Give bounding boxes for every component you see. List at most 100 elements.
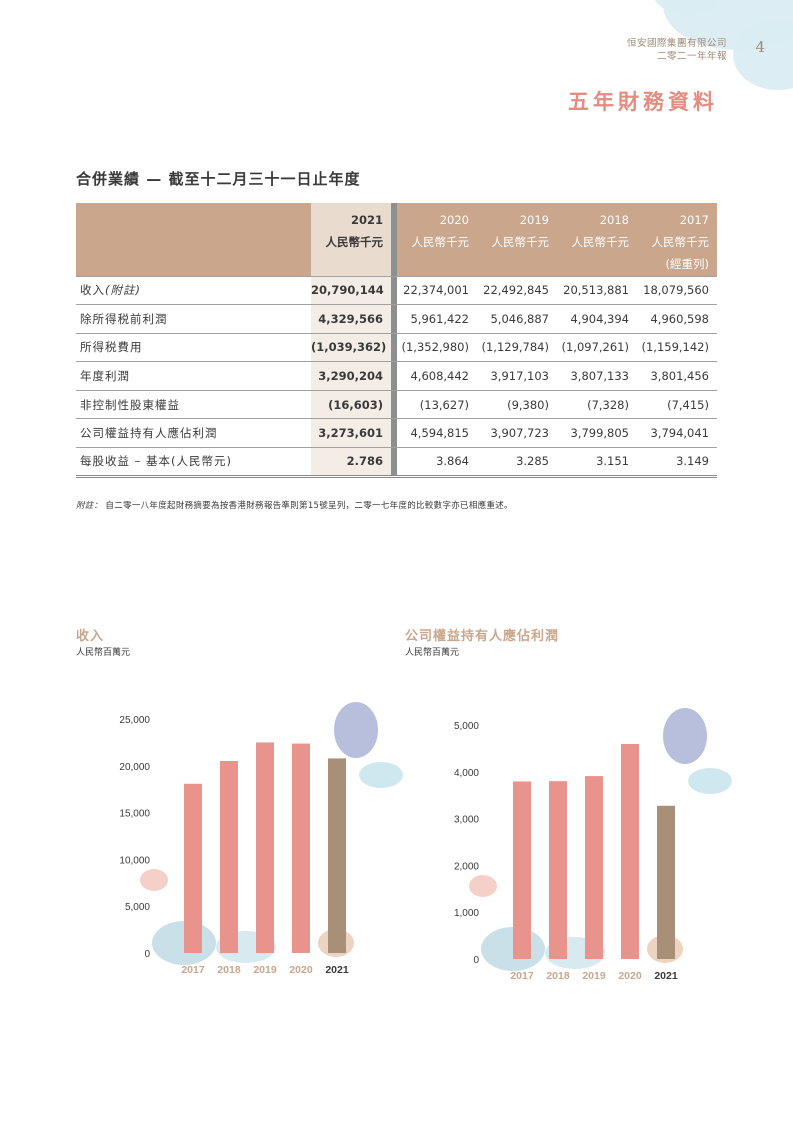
company-name: 恒安國際集團有限公司	[626, 38, 727, 49]
column-divider	[391, 275, 397, 306]
header-label-cell	[76, 203, 311, 276]
row-label: 非控制性股東權益	[76, 390, 311, 420]
column-header: 2017 人民幣千元 (經重列)	[637, 203, 717, 276]
column-unit: 人民幣千元	[651, 235, 710, 249]
row-label: 公司權益持有人應佔利潤	[76, 418, 311, 449]
column-unit: 人民幣千元	[325, 235, 384, 249]
x-tick-label: 2021	[325, 964, 349, 976]
table-cell: 3.864	[397, 447, 477, 478]
y-tick-label: 4,000	[454, 768, 479, 779]
table-cell: (7,328)	[557, 390, 637, 420]
table-cell: 4,594,815	[397, 418, 477, 449]
table-cell: 5,961,422	[397, 304, 477, 334]
table-cell: (1,352,980)	[397, 333, 477, 363]
table-cell: 4,329,566	[311, 304, 391, 334]
x-tick-label: 2021	[654, 970, 678, 982]
row-label: 除所得税前利潤	[76, 304, 311, 334]
report-name: 二零二一年年報	[656, 51, 727, 62]
y-tick-label: 1,000	[454, 908, 479, 919]
profit-chart: 0 1,000 2,000 3,000 4,000 5,000 2017 2018 2019 20…	[454, 708, 732, 982]
y-tick-label: 0	[473, 955, 479, 966]
row-label-note: (附註)	[105, 283, 141, 298]
report-header: 恒安國際集團有限公司 二零二一年年報	[627, 37, 727, 63]
x-tick-label: 2020	[289, 964, 313, 976]
column-divider	[391, 418, 397, 449]
x-tick-label: 2018	[217, 964, 241, 976]
bar-2019	[256, 742, 274, 953]
y-tick-label: 2,000	[454, 861, 479, 872]
bar-2020	[292, 743, 310, 953]
row-label: 所得税費用	[76, 333, 311, 363]
y-tick-label: 3,000	[454, 815, 479, 826]
x-tick-label: 2017	[181, 964, 205, 976]
column-header: 2019 人民幣千元	[477, 203, 557, 276]
column-header: 2020 人民幣千元	[397, 203, 477, 276]
cloud-icon	[140, 869, 168, 891]
row-label-text: 收入	[80, 283, 105, 298]
bar-2021	[657, 805, 675, 959]
row-label-text: 每股收益 – 基本(人民幣元)	[80, 454, 233, 469]
page-number: 4	[755, 38, 765, 56]
table-cell: 3,801,456	[637, 361, 717, 391]
y-tick-label: 20,000	[119, 762, 150, 773]
bar-2018	[220, 760, 238, 953]
row-label-text: 所得税費用	[80, 340, 143, 355]
table-cell: 22,492,845	[477, 275, 557, 306]
column-header: 2021 人民幣千元	[311, 203, 391, 276]
bar-2018	[549, 781, 567, 959]
column-unit: 人民幣千元	[411, 235, 470, 249]
column-divider	[391, 361, 397, 391]
table-cell: 3,917,103	[477, 361, 557, 391]
y-tick-label: 0	[144, 949, 150, 960]
table-cell: 4,960,598	[637, 304, 717, 334]
table-cell: (7,415)	[637, 390, 717, 420]
table-row: 收入(附註) 20,790,144 22,374,001 22,492,845 20,5…	[76, 275, 717, 306]
table-row: 每股收益 – 基本(人民幣元) 2.786 3.864 3.285 3.151 3.149	[76, 447, 717, 478]
table-cell: 3,290,204	[311, 361, 391, 391]
table-cell: (9,380)	[477, 390, 557, 420]
revenue-chart: 0 5,000 10,000 15,000 20,000 25,000 2017 2018 20…	[119, 702, 403, 976]
y-tick-label: 10,000	[119, 855, 150, 866]
column-header: 2018 人民幣千元	[557, 203, 637, 276]
row-label: 收入(附註)	[76, 275, 311, 306]
table-cell: (1,097,261)	[557, 333, 637, 363]
table-cell: 3.149	[637, 447, 717, 478]
row-label: 年度利潤	[76, 361, 311, 391]
financial-table: 2021 人民幣千元 2020 人民幣千元 2019 人民幣千元 2018 人民…	[76, 203, 717, 478]
table-cell: (1,039,362)	[311, 333, 391, 363]
table-cell: 3.151	[557, 447, 637, 478]
column-year: 2021	[350, 213, 383, 227]
bar-2020	[621, 743, 639, 959]
chart-unit: 人民幣百萬元	[405, 648, 460, 658]
balloon-icon	[663, 708, 707, 764]
table-cell: 18,079,560	[637, 275, 717, 306]
table-cell: (16,603)	[311, 390, 391, 420]
column-divider	[391, 390, 397, 420]
section-title: 合併業績 — 截至十二月三十一日止年度	[76, 170, 361, 188]
column-unit: 人民幣千元	[571, 235, 630, 249]
table-cell: 3,799,805	[557, 418, 637, 449]
table-cell: 20,790,144	[311, 275, 391, 306]
table-cell: (13,627)	[397, 390, 477, 420]
column-divider	[391, 203, 397, 276]
table-cell: 3,273,601	[311, 418, 391, 449]
column-unit: 人民幣千元	[491, 235, 550, 249]
bar-2017	[184, 783, 202, 953]
chart-unit: 人民幣百萬元	[76, 648, 131, 658]
row-label: 每股收益 – 基本(人民幣元)	[76, 447, 311, 478]
y-tick-label: 5,000	[454, 721, 479, 732]
table-row: 除所得税前利潤 4,329,566 5,961,422 5,046,887 4,904,…	[76, 304, 717, 334]
x-tick-label: 2019	[582, 970, 606, 982]
table-row: 公司權益持有人應佔利潤 3,273,601 4,594,815 3,907,723 3,…	[76, 418, 717, 449]
table-cell: 3,794,041	[637, 418, 717, 449]
table-row: 年度利潤 3,290,204 4,608,442 3,917,103 3,807,133…	[76, 361, 717, 391]
x-tick-label: 2020	[618, 970, 642, 982]
cloud-icon	[359, 762, 403, 788]
footnote: 附註： 自二零一八年度起財務摘要為按香港財務報告準則第15號呈列，二零一七年度的…	[76, 499, 513, 511]
column-divider	[391, 447, 397, 478]
column-year: 2018	[599, 213, 629, 227]
cloud-icon	[469, 875, 497, 897]
table-cell: 3,807,133	[557, 361, 637, 391]
column-divider	[391, 333, 397, 363]
x-tick-label: 2017	[510, 970, 534, 982]
